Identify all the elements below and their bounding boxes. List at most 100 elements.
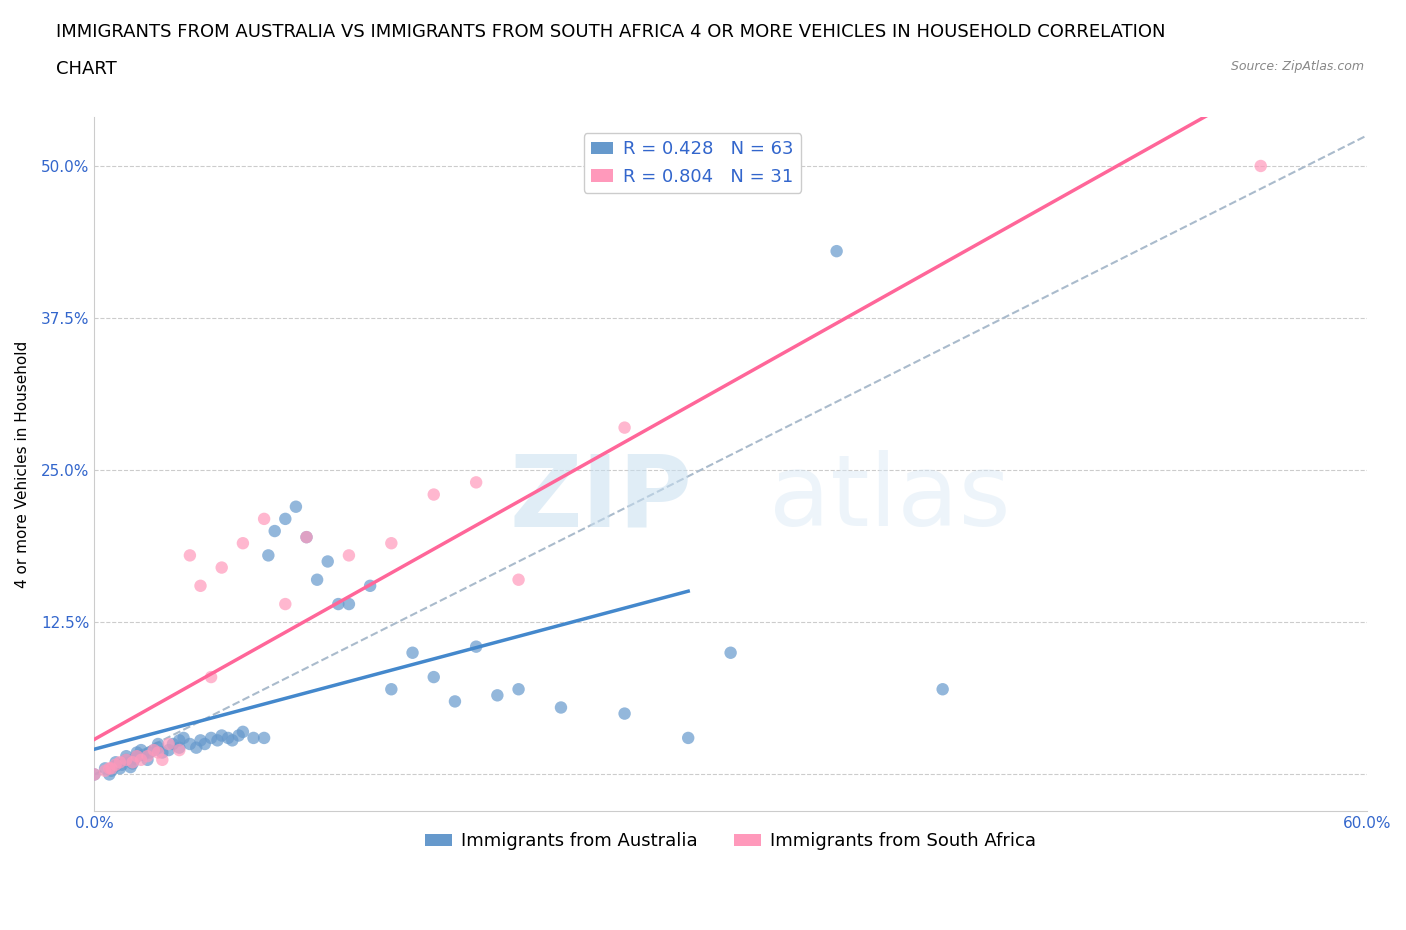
Point [194,737,217,751]
Point [200,730,222,745]
Point [186,740,208,755]
Point [121,756,143,771]
Point [228,728,250,743]
Point [550,700,572,715]
Text: Source: ZipAtlas.com: Source: ZipAtlas.com [1230,60,1364,73]
Point [120,760,142,775]
Point [328,597,350,612]
Point [232,724,254,739]
Point [242,730,264,745]
Point [115,749,138,764]
Point [931,682,953,697]
Point [676,730,699,745]
Point [274,512,297,526]
Point [211,728,233,743]
Point [111,757,134,772]
Point [465,639,488,654]
Point [207,733,229,748]
Point [132,748,155,763]
Point [263,524,285,538]
Point [169,733,191,748]
Point [94,764,117,778]
Point [190,733,212,748]
Point [380,682,402,697]
Point [337,597,360,612]
Point [104,757,127,772]
Point [720,645,742,660]
Text: IMMIGRANTS FROM AUSTRALIA VS IMMIGRANTS FROM SOUTH AFRICA 4 OR MORE VEHICLES IN : IMMIGRANTS FROM AUSTRALIA VS IMMIGRANTS … [56,23,1166,41]
Point [337,548,360,563]
Text: CHART: CHART [56,60,117,78]
Point [486,688,509,703]
Point [380,536,402,551]
Point [142,743,165,758]
Point [136,752,159,767]
Point [295,530,318,545]
Point [401,645,423,660]
Point [100,761,122,776]
Point [142,743,165,758]
Point [253,730,276,745]
Point [221,733,243,748]
Point [200,670,222,684]
Point [295,530,318,545]
Point [94,761,117,776]
Text: atlas: atlas [769,450,1011,547]
Point [211,560,233,575]
Point [173,730,195,745]
Point [98,761,121,776]
Point [125,745,148,760]
Point [129,743,152,758]
Point [104,759,127,774]
Point [83,767,105,782]
Point [169,740,191,755]
Point [162,737,184,751]
Point [508,572,530,587]
Point [190,578,212,593]
Point [121,755,143,770]
Point [83,767,105,782]
Point [157,737,180,751]
Point [316,554,339,569]
Point [138,745,160,760]
Point [217,730,239,745]
Point [146,737,169,751]
Point [253,512,276,526]
Point [98,767,121,782]
Point [613,706,636,721]
Point [359,578,381,593]
Point [1250,158,1272,173]
Point [613,420,636,435]
Point [150,745,173,760]
Point [146,745,169,760]
Point [125,749,148,764]
Point [104,755,127,770]
Point [108,755,131,770]
Point [157,743,180,758]
Point [136,749,159,764]
Y-axis label: 4 or more Vehicles in Household: 4 or more Vehicles in Household [15,340,30,588]
Point [146,740,169,755]
Point [307,572,329,587]
Point [150,752,173,767]
Point [169,743,191,758]
Point [179,548,201,563]
Point [825,244,848,259]
Point [115,752,138,767]
Point [232,536,254,551]
Point [129,752,152,767]
Point [179,737,201,751]
Legend: Immigrants from Australia, Immigrants from South Africa: Immigrants from Australia, Immigrants fr… [418,825,1043,857]
Point [444,694,467,709]
Point [284,499,307,514]
Point [257,548,280,563]
Point [508,682,530,697]
Point [274,597,297,612]
Point [422,487,444,502]
Point [125,749,148,764]
Point [108,761,131,776]
Point [100,764,122,778]
Point [124,751,146,766]
Point [422,670,444,684]
Point [465,475,488,490]
